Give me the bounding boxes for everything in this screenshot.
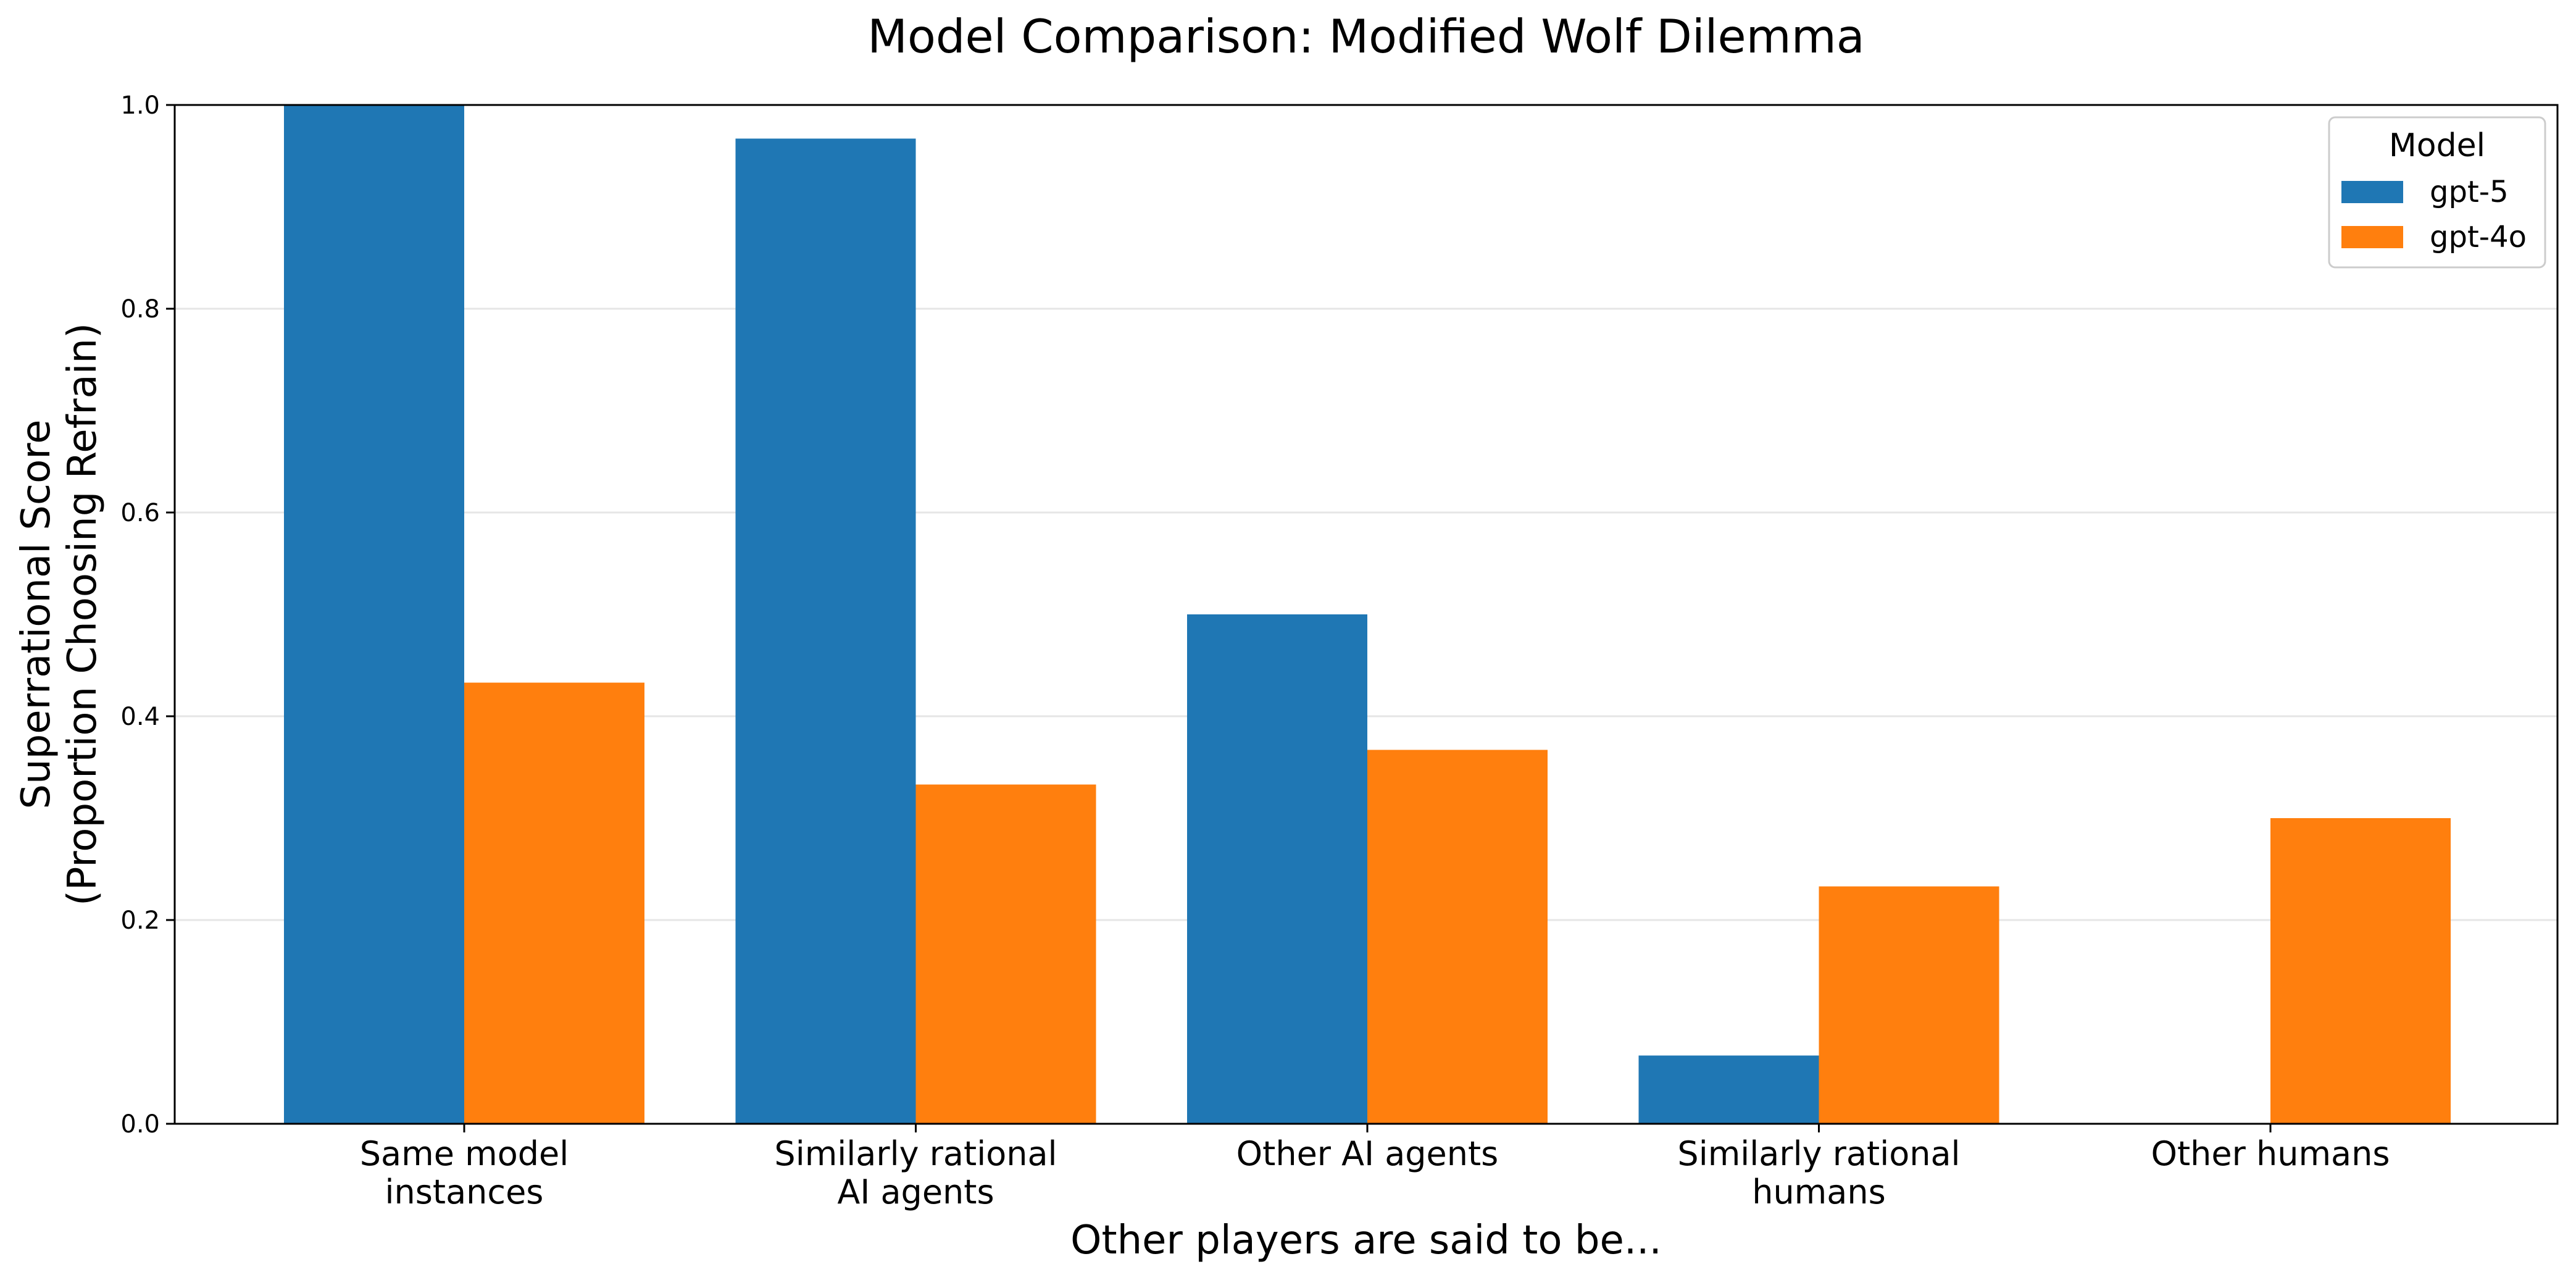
y-axis-label-line-1: Superrational Score	[14, 419, 59, 809]
x-tick-label: Similarly rational humans	[1677, 1134, 1960, 1211]
y-tick-label: 0.6	[120, 499, 160, 527]
legend-swatch-gpt-5	[2341, 181, 2403, 203]
x-tick-label-line: Same model	[360, 1134, 569, 1173]
bar-gpt-4o	[1819, 886, 1999, 1124]
y-axis: 0.0 0.2 0.4 0.6 0.8 1.0	[120, 91, 175, 1139]
x-axis-label: Other players are said to be...	[1070, 1218, 1662, 1263]
y-axis-label-line-2: (Proportion Choosing Refrain)	[60, 323, 106, 906]
plot-frame	[173, 104, 2559, 1125]
bars	[284, 105, 2451, 1124]
bar-gpt-5	[1638, 1055, 1819, 1124]
y-tick-label: 0.4	[120, 703, 160, 731]
y-tick-label: 0.2	[120, 906, 160, 935]
y-tick-label: 1.0	[120, 91, 160, 120]
x-tick-label-line: AI agents	[837, 1173, 994, 1211]
x-tick-label-line: Other humans	[2151, 1134, 2390, 1173]
bar-gpt-5	[735, 138, 916, 1124]
legend-label-gpt-4o: gpt-4o	[2430, 220, 2527, 254]
x-tick-label-line: instances	[385, 1173, 544, 1211]
bar-gpt-4o	[2270, 818, 2451, 1124]
x-tick-label: Same model instances	[360, 1134, 569, 1211]
x-tick-label: Other humans	[2151, 1134, 2390, 1173]
bar-gpt-4o	[1367, 750, 1548, 1124]
x-tick-label: Other AI agents	[1236, 1134, 1499, 1173]
x-tick-label-line: Similarly rational	[774, 1134, 1057, 1173]
x-tick-label-line: Similarly rational	[1677, 1134, 1960, 1173]
y-tick-label: 0.0	[120, 1110, 160, 1139]
bar-gpt-4o	[915, 784, 1096, 1124]
legend-label-gpt-5: gpt-5	[2430, 175, 2509, 209]
bar-gpt-5	[1187, 614, 1367, 1124]
bar-gpt-5	[284, 105, 464, 1124]
y-tick-label: 0.8	[120, 295, 160, 324]
chart-title: Model Comparison: Modified Wolf Dilemma	[867, 9, 1864, 64]
legend-swatch-gpt-4o	[2341, 226, 2403, 248]
x-tick-label: Similarly rational AI agents	[774, 1134, 1057, 1211]
y-axis-label: Superrational Score (Proportion Choosing…	[14, 323, 106, 906]
legend: Model gpt-5 gpt-4o	[2328, 116, 2546, 269]
legend-title: Model	[2389, 127, 2485, 164]
bar-gpt-4o	[464, 682, 644, 1124]
x-tick-label-line: humans	[1752, 1173, 1886, 1211]
x-tick-label-line: Other AI agents	[1236, 1134, 1499, 1173]
